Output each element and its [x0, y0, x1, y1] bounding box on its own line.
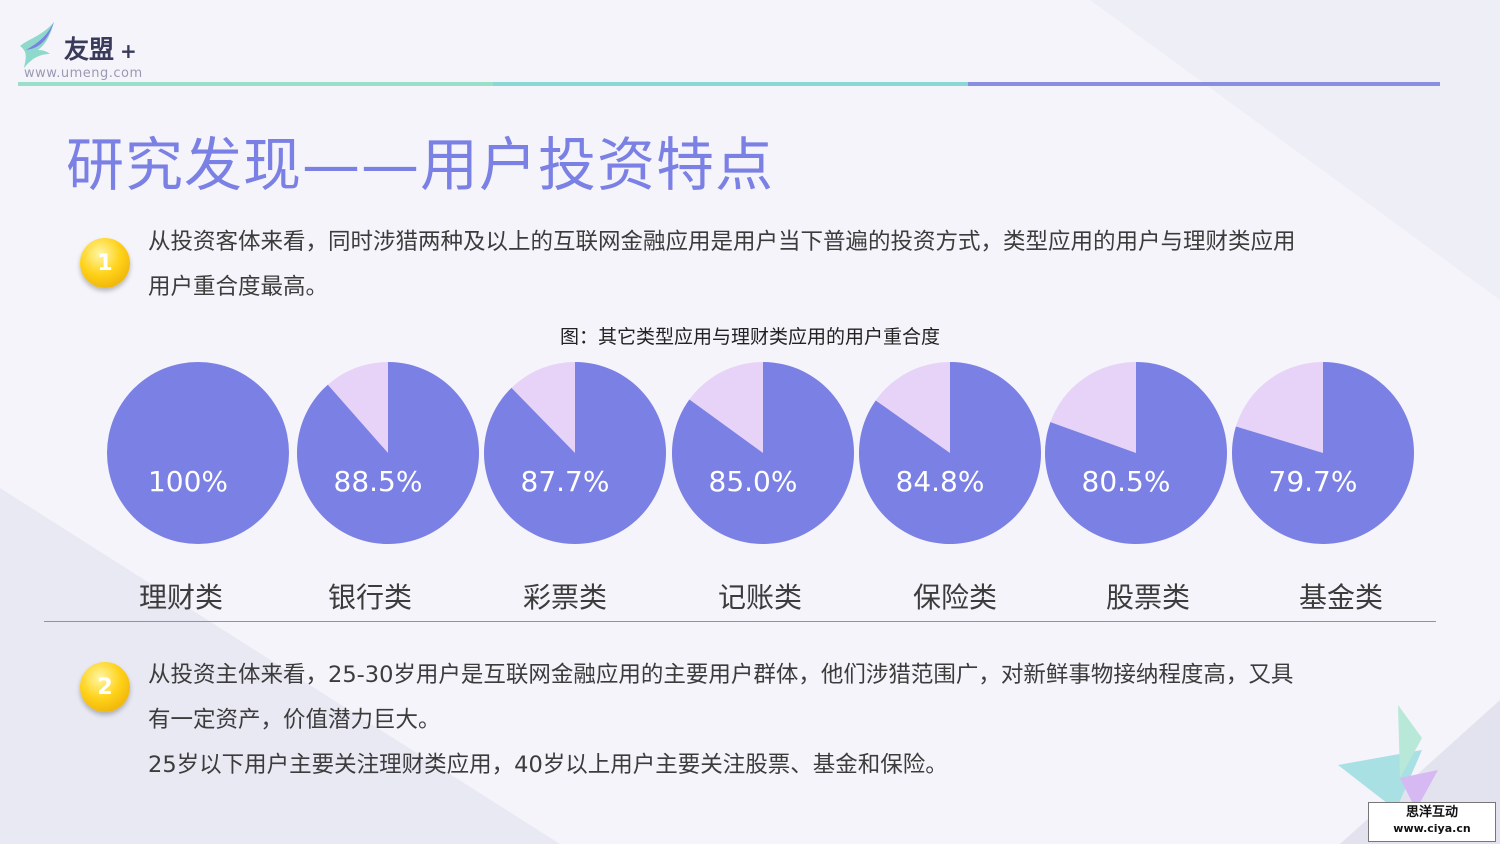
pie-2: 88.5% [297, 362, 480, 544]
section-1-badge: 1 [80, 238, 130, 288]
pie-value-label: 87.7% [521, 465, 610, 498]
bg-triangle-left [0, 488, 560, 844]
section-2-text: 从投资主体来看，25-30岁用户是互联网金融应用的主要用户群体，他们涉猎范围广，… [148, 653, 1293, 788]
section-1-line-2: 用户重合度最高。 [148, 274, 329, 300]
pie-value-label: 88.5% [334, 465, 423, 498]
decor-green-shape [1398, 705, 1422, 778]
watermark-url: www.ciya.cn [1393, 822, 1471, 835]
decor-purple-shape [1400, 770, 1438, 810]
section-2-line-2: 有一定资产，价值潜力巨大。 [148, 707, 441, 733]
pie-value-label: 85.0% [709, 465, 798, 498]
watermark-text: 思洋互动 [1405, 805, 1458, 820]
section-2-badge: 2 [80, 662, 130, 712]
category-label: 银行类 [327, 581, 412, 614]
pie-value-label: 79.7% [1269, 465, 1358, 498]
pie-1: 100% [107, 362, 289, 544]
rule-segment-teal [493, 82, 968, 86]
pie-3: 87.7% [484, 362, 666, 544]
pie-4: 85.0% [672, 362, 855, 544]
pie-7: 79.7% [1232, 362, 1415, 544]
pie-slice-value [672, 362, 855, 544]
section-1-line-1: 从投资客体来看，同时涉猎两种及以上的互联网金融应用是用户当下普遍的投资方式，类型… [148, 229, 1296, 255]
pie-5: 84.8% [859, 362, 1041, 544]
category-label: 基金类 [1298, 581, 1383, 614]
rule-segment-green [18, 82, 493, 86]
header-rule [18, 82, 1440, 86]
pie-slice-value [1045, 362, 1228, 544]
pie-value-label: 80.5% [1082, 465, 1171, 498]
watermark-logo: 思洋互动 www.ciya.cn [1368, 802, 1496, 842]
pie-slice-value [484, 362, 666, 544]
category-label: 股票类 [1105, 581, 1190, 614]
category-label: 理财类 [138, 581, 223, 614]
section-2-line-3: 25岁以下用户主要关注理财类应用，40岁以上用户主要关注股票、基金和保险。 [148, 752, 948, 778]
rule-segment-purple [968, 82, 1440, 86]
pie-6: 80.5% [1045, 362, 1228, 544]
page-title: 研究发现——用户投资特点 [66, 131, 775, 199]
section-2-line-1: 从投资主体来看，25-30岁用户是互联网金融应用的主要用户群体，他们涉猎范围广，… [148, 662, 1294, 688]
logo-text: 友盟 + [64, 35, 137, 64]
pie-value-label: 84.8% [896, 465, 985, 498]
category-label: 记账类 [717, 581, 802, 614]
brand-logo [14, 18, 164, 86]
pie-slice-value [107, 362, 289, 544]
pie-slice-value [859, 362, 1041, 544]
chart-title: 图：其它类型应用与理财类应用的用户重合度 [560, 326, 941, 348]
pie-slice-value [297, 362, 480, 544]
bird-logo-icon [20, 22, 54, 68]
pie-charts: 100% 88.5% 87.7% 85.0% 84.8% 80.5% 79.7% [107, 362, 1415, 544]
category-label: 保险类 [912, 581, 997, 614]
section-divider [44, 621, 1436, 622]
section-1-text: 从投资客体来看，同时涉猎两种及以上的互联网金融应用是用户当下普遍的投资方式，类型… [148, 220, 1296, 310]
pie-slice-value [1232, 362, 1415, 544]
pie-value-label: 100% [148, 465, 228, 498]
logo-url: www.umeng.com [24, 66, 143, 81]
bg-triangle-top-right [1090, 0, 1500, 300]
category-label: 彩票类 [522, 581, 607, 614]
